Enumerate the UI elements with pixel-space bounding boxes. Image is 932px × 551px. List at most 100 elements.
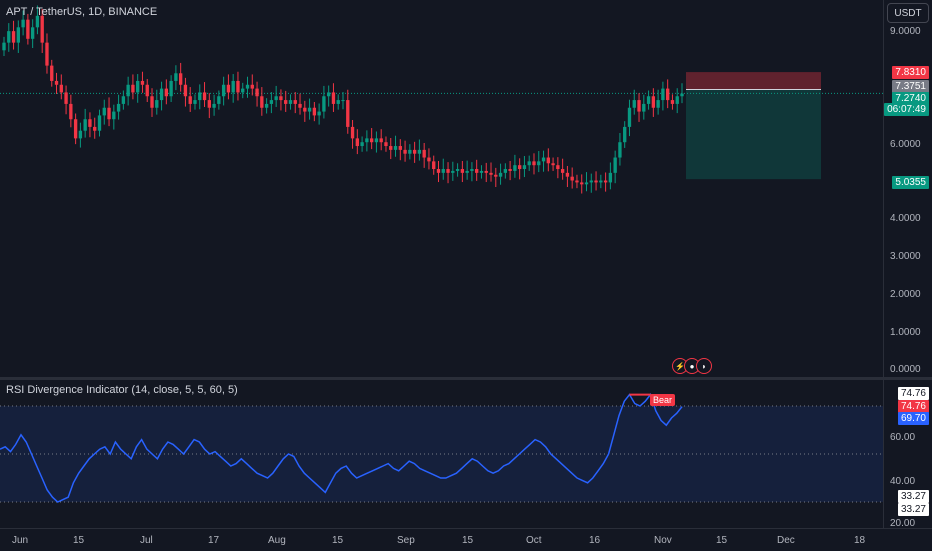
time-label: Oct <box>526 535 542 546</box>
candle-body <box>83 119 87 131</box>
candle-body <box>379 138 383 143</box>
candle-body <box>537 161 541 166</box>
candle-body <box>446 169 450 173</box>
candle-body <box>651 96 656 108</box>
candle-body <box>150 96 154 108</box>
candle-body <box>599 180 603 183</box>
candle-body <box>78 130 83 139</box>
time-axis[interactable]: Jun 15 Jul 17 Aug 15 Sep 15 Oct 16 Nov 1… <box>0 528 932 551</box>
candle-body <box>198 92 202 101</box>
candle-body <box>455 169 460 171</box>
time-label: Sep <box>397 535 415 546</box>
candle-body <box>226 84 231 93</box>
candle-body <box>623 126 627 143</box>
rsi-tick: 20.00 <box>890 518 916 529</box>
candle-body <box>475 169 479 173</box>
candle-body <box>517 165 522 170</box>
candle-body <box>112 111 116 120</box>
candle-body <box>11 31 16 43</box>
candle-body <box>522 165 527 170</box>
candle-body <box>116 103 121 112</box>
candle-body <box>618 142 622 158</box>
candle-body <box>327 92 331 97</box>
rsi-value-tag: 69.70 <box>897 412 929 425</box>
candle-body <box>656 100 660 108</box>
candle-body <box>221 84 226 97</box>
candle-body <box>503 169 508 173</box>
candle-body <box>389 146 393 150</box>
bear-divergence-label: Bear <box>650 394 676 406</box>
price-chart-canvas[interactable] <box>0 0 883 378</box>
time-label: Nov <box>654 535 672 546</box>
candle-body <box>365 138 369 143</box>
candle-body <box>417 149 422 154</box>
candle-body <box>322 96 326 112</box>
candle-body <box>155 100 159 108</box>
candle-body <box>93 126 97 131</box>
candle-body <box>422 149 426 158</box>
candle-body <box>183 84 188 97</box>
candle-body <box>584 182 589 185</box>
bar-countdown-tag: 06:07:49 <box>884 103 929 116</box>
candle-body <box>451 170 455 173</box>
candle-body <box>546 157 550 164</box>
candle-body <box>580 182 584 185</box>
candle-body <box>193 100 197 104</box>
currency-button[interactable]: USDT <box>887 3 929 23</box>
candle-body <box>16 27 20 43</box>
candle-body <box>384 142 388 147</box>
candle-body <box>560 169 565 173</box>
rsi-pane[interactable]: RSI Divergence Indicator (14, close, 5, … <box>0 380 883 528</box>
last-price-tag: 7.2740 <box>892 92 929 105</box>
candle-body <box>341 100 345 102</box>
candle-body <box>675 96 679 104</box>
candle-body <box>45 42 49 66</box>
candle-body <box>513 165 517 171</box>
rsi-chart-canvas[interactable] <box>0 380 883 528</box>
candle-body <box>374 138 379 143</box>
candle-body <box>269 100 274 104</box>
candle-body <box>460 169 465 173</box>
candle-body <box>570 176 574 181</box>
candle-body <box>231 80 235 93</box>
midpoint-price-tag: 7.3751 <box>892 80 929 93</box>
candle-body <box>608 172 613 183</box>
candle-body <box>412 149 417 154</box>
candle-body <box>355 138 359 147</box>
candle-body <box>594 180 598 183</box>
candle-body <box>250 84 254 89</box>
rsi-band-fill <box>0 406 883 502</box>
price-tick: 9.0000 <box>890 26 921 37</box>
pane-separator[interactable] <box>0 377 932 380</box>
candle-body <box>680 93 684 97</box>
candle-body <box>164 88 169 97</box>
candle-body <box>627 107 632 127</box>
candle-body <box>69 103 73 120</box>
candle-body <box>102 107 106 116</box>
candle-body <box>670 100 675 104</box>
candle-body <box>646 96 651 104</box>
candle-body <box>508 169 512 171</box>
candle-body <box>140 80 145 85</box>
candle-body <box>556 165 560 170</box>
candle-body <box>255 88 259 97</box>
price-tick: 4.0000 <box>890 213 921 224</box>
event-markers[interactable]: ⚡ ● ◗ <box>672 358 712 374</box>
candle-body <box>88 119 92 127</box>
price-tick: 0.0000 <box>890 364 921 375</box>
candle-body <box>274 96 278 101</box>
candle-body <box>307 107 312 112</box>
candle-body <box>532 161 536 166</box>
candle-body <box>494 174 498 177</box>
candle-body <box>317 111 321 116</box>
price-chart-pane[interactable]: APT / TetherUS, 1D, BINANCE ⚡ ● ◗ <box>0 0 883 378</box>
candle-body <box>565 172 570 177</box>
price-axis[interactable]: USDT 9.0000 6.0000 4.0000 3.0000 2.0000 … <box>883 0 932 529</box>
rsi-tick: 60.00 <box>890 432 916 443</box>
earnings-icon[interactable]: ◗ <box>696 358 712 374</box>
price-tick: 1.0000 <box>890 327 921 338</box>
time-label: 15 <box>716 535 728 546</box>
candle-body <box>331 92 336 104</box>
target-zone <box>686 89 821 180</box>
candle-body <box>661 88 665 101</box>
